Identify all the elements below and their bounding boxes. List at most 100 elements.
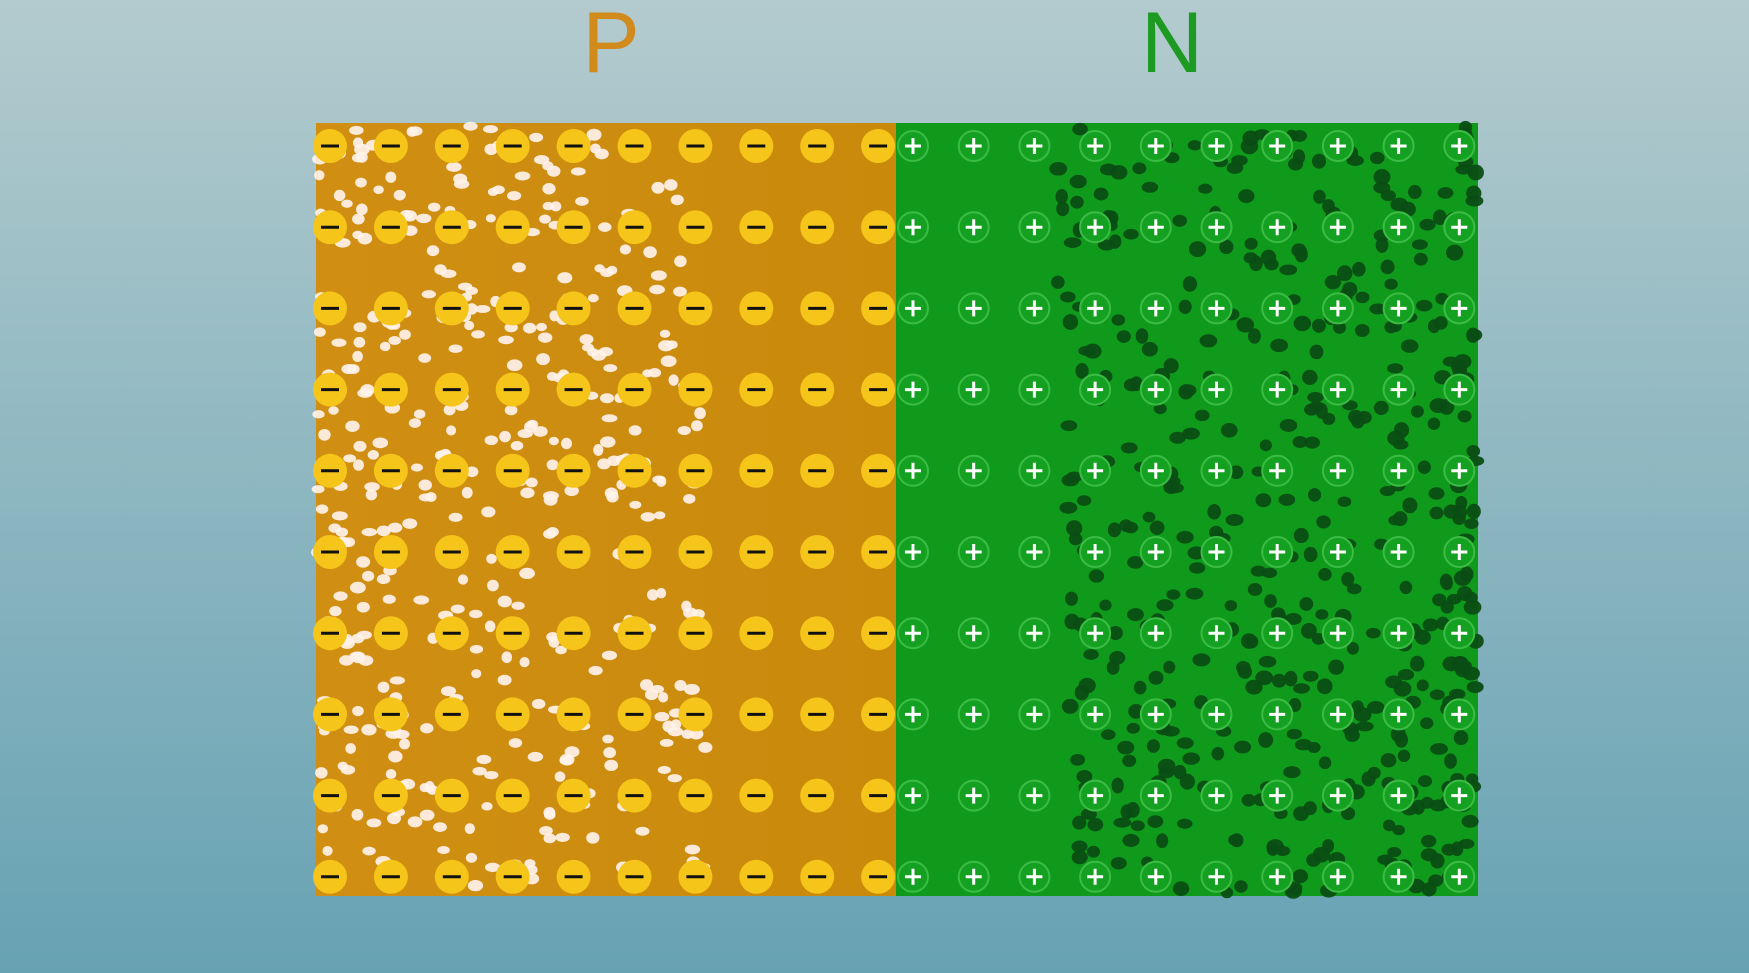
- electron: [1387, 363, 1404, 374]
- electron: [1375, 237, 1389, 253]
- plus-sign: [1329, 300, 1346, 317]
- electron: [1341, 806, 1356, 821]
- plus-sign: [965, 462, 982, 479]
- acceptor-ion: [861, 453, 896, 488]
- hole: [322, 845, 333, 856]
- electron: [1087, 817, 1104, 832]
- electron: [1373, 400, 1389, 415]
- plus-sign: [1390, 138, 1407, 154]
- plus-sign: [1147, 868, 1164, 885]
- acceptor-ion: [434, 129, 469, 163]
- donor-ion: [1443, 292, 1476, 325]
- hole: [659, 329, 671, 338]
- electron: [1293, 315, 1312, 332]
- plus-sign: [965, 625, 982, 642]
- electron: [1322, 838, 1335, 853]
- plus-sign: [965, 138, 982, 154]
- hole: [341, 199, 353, 208]
- hole: [329, 605, 342, 617]
- electron: [1302, 670, 1319, 682]
- electron: [1285, 613, 1302, 625]
- electron: [1307, 392, 1324, 403]
- hole: [698, 742, 713, 753]
- electron: [1355, 323, 1370, 338]
- donor-ion: [1261, 536, 1294, 568]
- donor-ion: [1261, 860, 1294, 893]
- electron: [1292, 436, 1308, 448]
- hole: [420, 723, 434, 734]
- acceptor-ion: [617, 453, 652, 488]
- hole: [315, 504, 329, 514]
- hole: [579, 334, 594, 345]
- electron: [1313, 189, 1326, 204]
- acceptor-ion: [495, 859, 530, 894]
- electron: [1308, 401, 1325, 413]
- electron: [1465, 195, 1484, 207]
- electron: [1258, 732, 1274, 748]
- hole: [482, 125, 499, 134]
- hole: [463, 121, 478, 131]
- donor-ion: [1139, 454, 1172, 487]
- donor-ion: [957, 536, 990, 568]
- hole: [475, 304, 491, 314]
- electron: [1463, 599, 1482, 615]
- hole: [606, 265, 618, 275]
- electron: [1153, 403, 1167, 415]
- hole: [525, 477, 538, 488]
- acceptor-ion: [495, 129, 530, 163]
- electron: [1069, 174, 1087, 189]
- donor-ion: [957, 211, 990, 244]
- hole: [426, 245, 440, 257]
- hole: [413, 595, 430, 605]
- acceptor-ion: [313, 291, 347, 326]
- acceptor-ion: [617, 778, 652, 813]
- acceptor-ion: [373, 697, 408, 732]
- electron: [1408, 185, 1422, 200]
- hole: [366, 818, 382, 828]
- acceptor-ion: [373, 778, 408, 813]
- hole: [469, 644, 484, 654]
- hole: [440, 269, 457, 279]
- plus-sign: [1329, 706, 1346, 723]
- electron: [1299, 597, 1314, 611]
- hole: [339, 655, 354, 666]
- hole: [557, 272, 573, 284]
- electron: [1318, 756, 1332, 770]
- hole: [514, 171, 531, 181]
- donor-ion: [1079, 536, 1112, 568]
- electron: [1125, 802, 1140, 818]
- acceptor-ion: [373, 616, 408, 651]
- electron: [1182, 427, 1200, 440]
- donor-ion: [1321, 860, 1354, 893]
- acceptor-ion: [313, 372, 347, 407]
- hole: [673, 286, 687, 297]
- donor-ion: [957, 292, 990, 325]
- hole: [677, 425, 691, 436]
- donor-ion: [1018, 373, 1051, 406]
- electron: [1075, 362, 1089, 379]
- hole: [536, 322, 547, 332]
- electron: [1392, 824, 1405, 836]
- hole: [314, 170, 325, 181]
- acceptor-ion: [495, 535, 530, 569]
- hole: [465, 286, 479, 295]
- acceptor-ion: [861, 210, 896, 245]
- electron: [1464, 518, 1479, 530]
- hole: [506, 359, 523, 372]
- electron: [1068, 532, 1083, 546]
- electron: [1264, 594, 1277, 608]
- hole: [427, 202, 441, 212]
- donor-ion: [1261, 130, 1294, 162]
- hole: [542, 183, 556, 195]
- electron: [1135, 328, 1149, 344]
- hole: [560, 437, 573, 450]
- donor-ion: [1139, 130, 1172, 162]
- hole: [351, 808, 364, 821]
- electron: [1397, 668, 1415, 681]
- electron: [1466, 773, 1479, 785]
- acceptor-ion: [434, 535, 469, 569]
- hole: [333, 189, 346, 202]
- acceptor-ion: [800, 535, 835, 569]
- electron: [1072, 815, 1087, 830]
- electron: [1466, 445, 1481, 458]
